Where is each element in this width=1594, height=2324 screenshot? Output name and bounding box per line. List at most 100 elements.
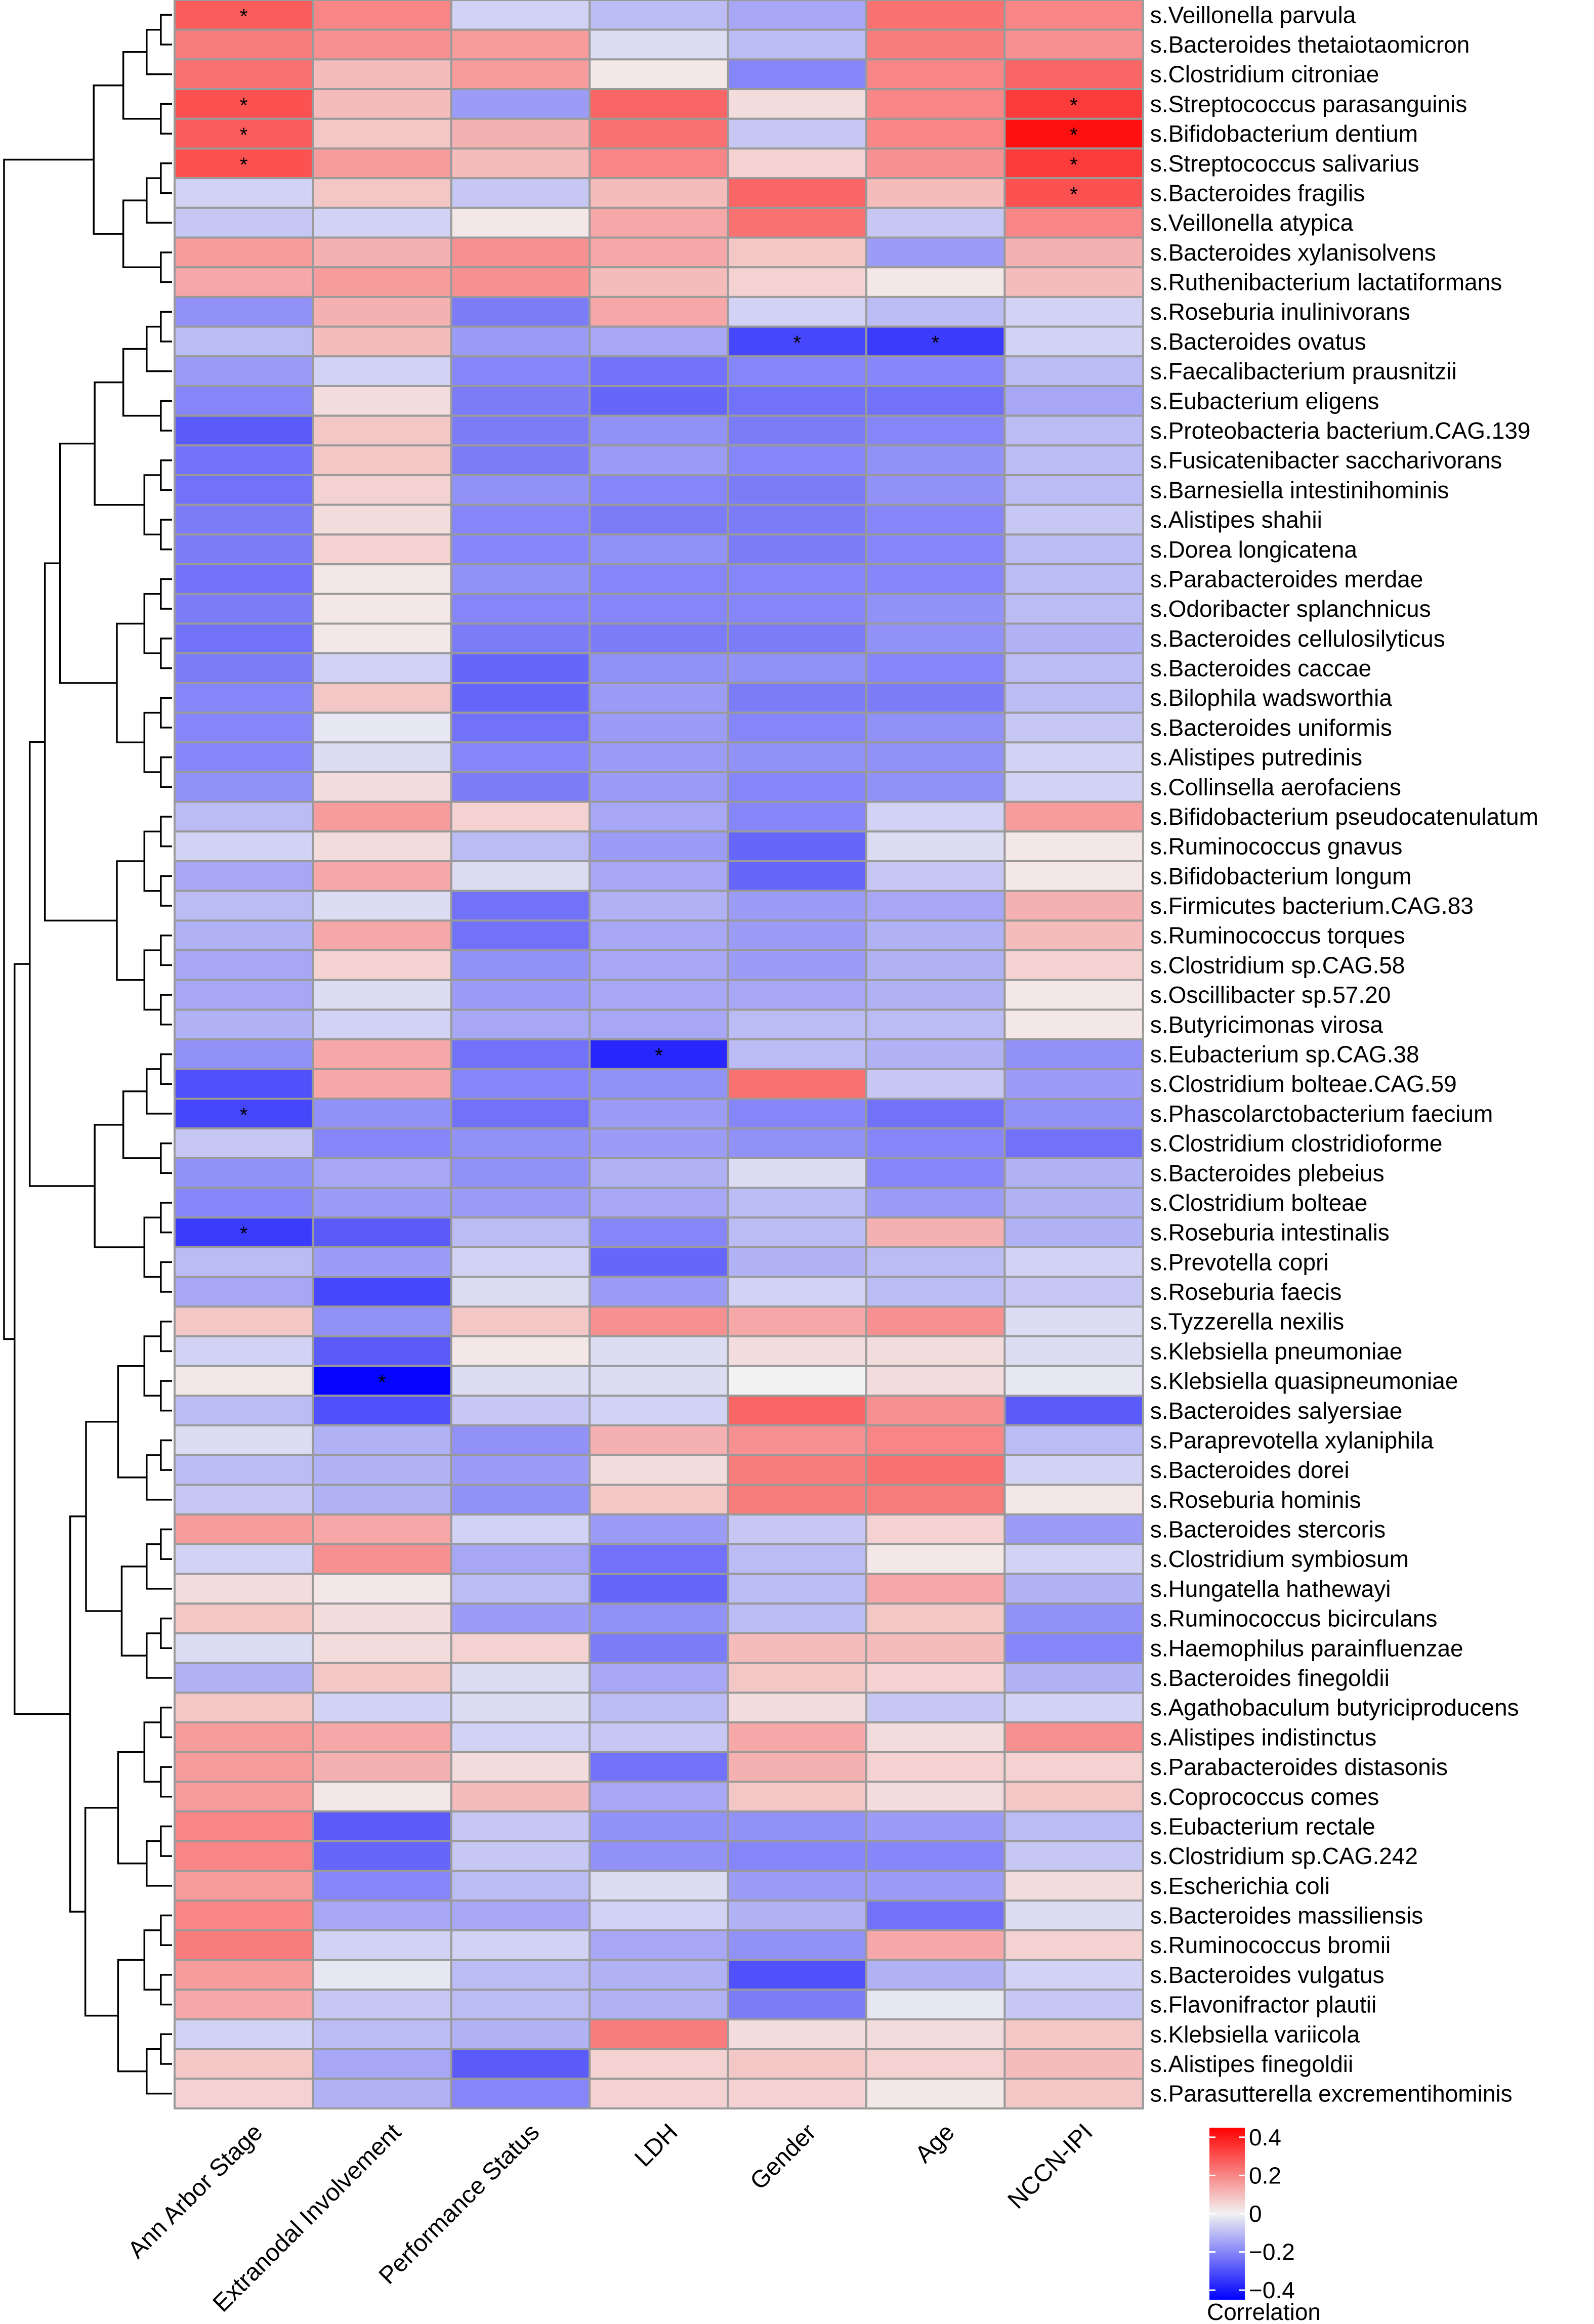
heatmap-cell bbox=[727, 1781, 867, 1813]
heatmap-cell bbox=[312, 266, 452, 298]
heatmap-cell bbox=[589, 1276, 729, 1308]
heatmap-cell bbox=[865, 1365, 1006, 1397]
heatmap-cell bbox=[450, 800, 591, 833]
heatmap-cell bbox=[312, 58, 452, 91]
heatmap-cell bbox=[174, 1395, 314, 1427]
dendrogram-branch bbox=[160, 816, 172, 848]
heatmap-cell bbox=[727, 2018, 867, 2050]
heatmap-cell bbox=[865, 444, 1006, 477]
heatmap-cell bbox=[312, 1038, 452, 1070]
heatmap-cell bbox=[865, 800, 1006, 833]
heatmap-cell bbox=[1003, 1781, 1144, 1813]
heatmap-cell bbox=[589, 1068, 729, 1100]
dendrogram-branch bbox=[160, 1320, 172, 1353]
row-label: s.Bilophila wadsworthia bbox=[1150, 685, 1393, 711]
heatmap-cell bbox=[1003, 1246, 1144, 1278]
heatmap-cell bbox=[727, 117, 867, 150]
significance-star: * bbox=[1070, 94, 1078, 116]
dendrogram-branch bbox=[13, 963, 70, 1715]
heatmap-cell bbox=[312, 1008, 452, 1041]
heatmap-cell bbox=[865, 1484, 1006, 1516]
heatmap-cell bbox=[450, 325, 591, 358]
heatmap-cell bbox=[174, 890, 314, 922]
row-label: s.Firmicutes bacterium.CAG.83 bbox=[1150, 893, 1474, 919]
heatmap-cell bbox=[312, 1068, 452, 1100]
heatmap-cell bbox=[174, 28, 314, 61]
heatmap-cell bbox=[174, 2078, 314, 2110]
heatmap-cell bbox=[865, 1959, 1006, 1991]
dendrogram-branch bbox=[143, 830, 161, 892]
heatmap-cell bbox=[865, 1721, 1006, 1753]
heatmap-cell bbox=[450, 1781, 591, 1813]
heatmap-cell bbox=[312, 1484, 452, 1516]
heatmap-cell bbox=[312, 444, 452, 477]
dendrogram-branch bbox=[146, 28, 172, 75]
heatmap-cell bbox=[589, 890, 729, 922]
heatmap-cell bbox=[727, 919, 867, 952]
heatmap-cell bbox=[589, 88, 729, 120]
heatmap-cell bbox=[450, 1187, 591, 1219]
heatmap-cell bbox=[589, 1721, 729, 1753]
heatmap-cell bbox=[1003, 28, 1144, 61]
heatmap-cell bbox=[865, 1602, 1006, 1634]
heatmap-cell bbox=[174, 266, 314, 298]
heatmap-cell bbox=[589, 1038, 729, 1070]
row-label: s.Eubacterium sp.CAG.38 bbox=[1150, 1041, 1419, 1068]
column-label: Ann Arbor Stage bbox=[123, 2119, 268, 2264]
heatmap-cell bbox=[589, 1187, 729, 1219]
heatmap-cell bbox=[865, 1632, 1006, 1664]
dendrogram-branch bbox=[93, 84, 123, 235]
heatmap-cell bbox=[865, 355, 1006, 387]
heatmap-cell bbox=[174, 1424, 314, 1456]
dendrogram-branch bbox=[116, 622, 145, 743]
heatmap-cell bbox=[589, 1692, 729, 1724]
heatmap-cell bbox=[450, 414, 591, 447]
dendrogram-branch bbox=[94, 1124, 145, 1248]
heatmap-cell bbox=[312, 177, 452, 209]
heatmap-cell bbox=[174, 800, 314, 833]
heatmap-cell bbox=[865, 593, 1006, 625]
heatmap-cell bbox=[312, 385, 452, 417]
color-legend: 0.4 0.2 0 −0.2 −0.4 Correlation bbox=[1207, 2124, 1321, 2324]
row-label: s.Alistipes shahii bbox=[1150, 506, 1322, 533]
dendrogram-branch bbox=[122, 51, 161, 120]
heatmap-cell bbox=[312, 949, 452, 981]
row-label: s.Bifidobacterium pseudocatenulatum bbox=[1150, 804, 1538, 830]
heatmap-cell bbox=[727, 1929, 867, 1961]
heatmap-cell bbox=[589, 266, 729, 298]
heatmap-cell bbox=[450, 741, 591, 773]
heatmap-cell bbox=[450, 1127, 591, 1159]
heatmap-cell bbox=[450, 1602, 591, 1634]
heatmap-cell bbox=[450, 1276, 591, 1308]
heatmap-cell bbox=[727, 949, 867, 981]
row-label: s.Roseburia hominis bbox=[1150, 1487, 1361, 1513]
heatmap-cell bbox=[727, 1395, 867, 1427]
heatmap-cell bbox=[312, 1751, 452, 1783]
heatmap-cell bbox=[727, 0, 867, 31]
dendrogram-branch bbox=[160, 251, 172, 283]
dendrogram-branch bbox=[160, 103, 172, 135]
row-label: s.Klebsiella variicola bbox=[1150, 2021, 1360, 2047]
heatmap-cell bbox=[727, 1424, 867, 1456]
heatmap-cell bbox=[589, 1246, 729, 1278]
heatmap-cell bbox=[727, 474, 867, 506]
heatmap-cell bbox=[1003, 474, 1144, 506]
heatmap-cell bbox=[312, 1305, 452, 1338]
heatmap-cell bbox=[450, 1810, 591, 1842]
heatmap-cell bbox=[312, 563, 452, 595]
heatmap-cell bbox=[727, 1365, 867, 1397]
significance-star: * bbox=[655, 1045, 663, 1067]
heatmap-cell bbox=[865, 1454, 1006, 1486]
heatmap-cell bbox=[312, 1632, 452, 1664]
heatmap-cell bbox=[1003, 1573, 1144, 1605]
heatmap-cell bbox=[589, 1989, 729, 2020]
heatmap-cell bbox=[312, 1721, 452, 1753]
heatmap-cell bbox=[174, 741, 314, 773]
heatmap-cell bbox=[1003, 206, 1144, 239]
dendrogram-branch bbox=[160, 875, 172, 907]
row-label: s.Paraprevotella xylaniphila bbox=[1150, 1427, 1434, 1453]
heatmap-cell bbox=[865, 295, 1006, 328]
heatmap-cell bbox=[312, 800, 452, 833]
heatmap-cell bbox=[727, 771, 867, 803]
